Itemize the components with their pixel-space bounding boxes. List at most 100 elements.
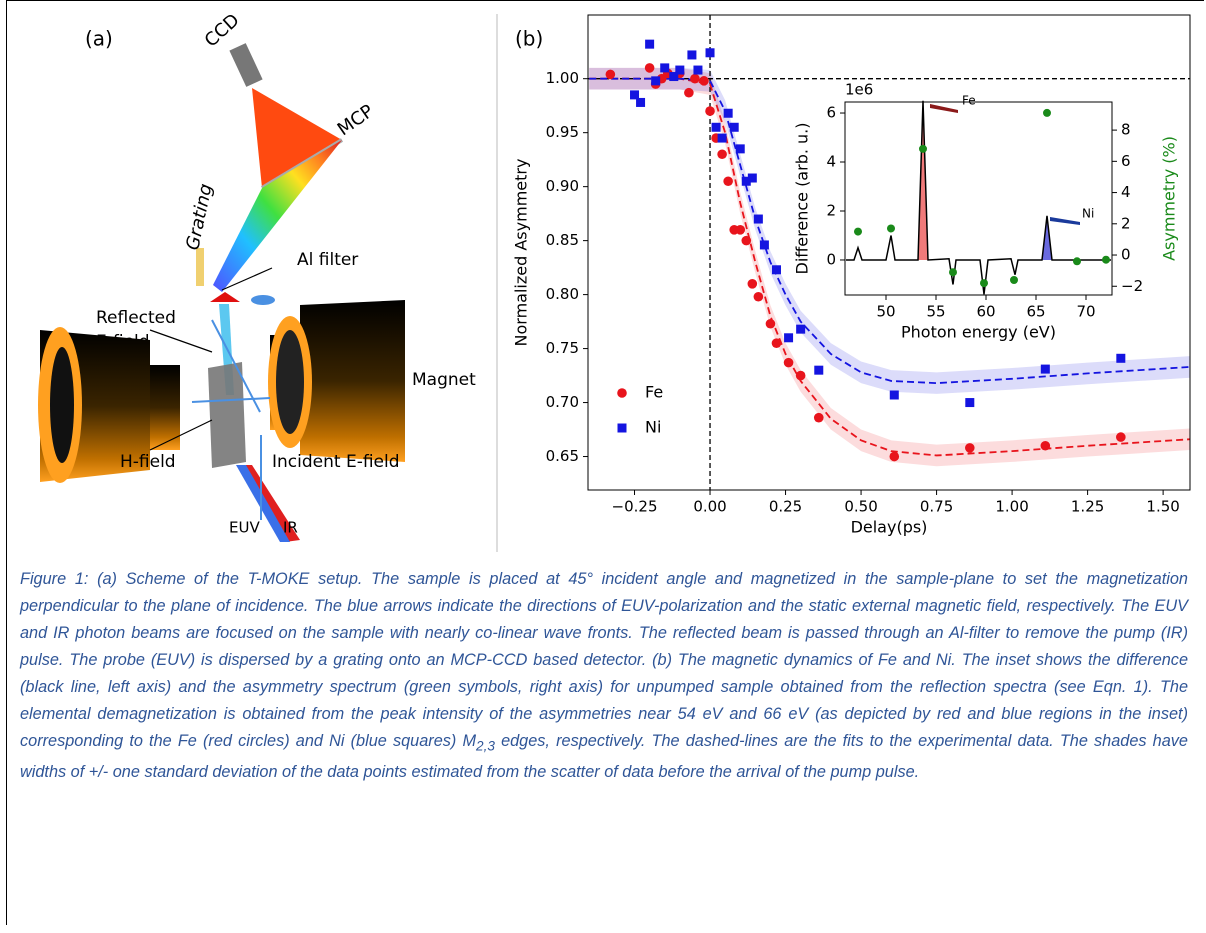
legend-label: Ni <box>645 418 661 437</box>
al-filter-label: Al filter <box>297 250 358 270</box>
x-tick-label: 0.25 <box>769 498 802 516</box>
annotation-label: Fe <box>962 94 976 108</box>
y-tick-label: 0.85 <box>546 231 579 249</box>
y-tick-label: 0.90 <box>546 177 579 195</box>
ni-point <box>730 123 739 132</box>
ni-point <box>748 174 757 183</box>
left-magnet <box>50 347 74 463</box>
inset-y2-label: Asymmetry (%) <box>1160 136 1179 261</box>
pointer <box>150 330 212 352</box>
inset-y2-tick-label: 2 <box>1121 214 1131 232</box>
ni-point <box>636 98 645 107</box>
ni-point <box>724 109 733 118</box>
ni-point <box>660 63 669 72</box>
ccd-label: CCD <box>201 10 244 52</box>
x-tick-label: 1.25 <box>1071 498 1104 516</box>
ni-point <box>712 123 721 132</box>
inset-x-label: Photon energy (eV) <box>901 323 1056 342</box>
inset-y2-tick-label: −2 <box>1121 277 1143 295</box>
ni-point <box>1116 354 1125 363</box>
inset-x-tick-label: 50 <box>876 303 895 321</box>
asymmetry-point <box>919 145 927 153</box>
ni-point <box>754 215 763 224</box>
inset-y2-tick-label: 8 <box>1121 121 1131 139</box>
inset-y2-tick-label: 0 <box>1121 246 1131 264</box>
ni-point <box>965 398 974 407</box>
inset-y-label: Difference (arb. u.) <box>793 123 812 275</box>
grating-label: Grating <box>182 182 217 252</box>
ni-point <box>693 66 702 75</box>
setup-diagram: (a) CCD MCP Grating Al filter Reflected … <box>38 10 476 542</box>
incident-label: Incident E-field <box>272 452 400 472</box>
y-tick-label: 0.80 <box>546 285 579 303</box>
asymmetry-point <box>1102 256 1110 264</box>
filter-icon <box>251 295 275 305</box>
fe-point <box>965 443 975 453</box>
right-magnet <box>300 300 405 462</box>
y-axis-label: Normalized Asymmetry <box>512 159 531 347</box>
asymmetry-point <box>854 228 862 236</box>
annotation-label: Ni <box>1082 207 1094 221</box>
ni-point <box>687 50 696 59</box>
offset-label: 1e6 <box>845 81 873 99</box>
asymmetry-point <box>1043 109 1051 117</box>
ni-point <box>796 325 805 334</box>
fe-point <box>748 279 758 289</box>
inset-y-tick-label: 2 <box>826 201 836 219</box>
h-field-label: H-field <box>120 452 176 472</box>
ni-point <box>760 240 769 249</box>
inset-y2-tick-label: 6 <box>1121 152 1131 170</box>
fe-point <box>889 452 899 462</box>
ni-point <box>772 265 781 274</box>
ni-point <box>784 333 793 342</box>
ni-point <box>890 391 899 400</box>
panel-label: (b) <box>515 27 543 51</box>
x-tick-label: 1.00 <box>995 498 1028 516</box>
inset-y2-tick-label: 4 <box>1121 183 1131 201</box>
y-tick-label: 0.75 <box>546 339 579 357</box>
inset-y-tick-label: 4 <box>826 153 836 171</box>
x-tick-label: 0.00 <box>693 498 726 516</box>
panel-label: (a) <box>85 27 113 51</box>
figure: (a) CCD MCP Grating Al filter Reflected … <box>0 0 1206 560</box>
fe-point <box>684 88 694 98</box>
fe-point <box>766 319 776 329</box>
x-tick-label: 0.75 <box>920 498 953 516</box>
fe-point <box>772 338 782 348</box>
inset-x-tick-label: 55 <box>926 303 945 321</box>
al-filter <box>210 292 240 302</box>
ir-label: IR <box>283 519 298 537</box>
right-magnet <box>276 330 304 434</box>
y-tick-label: 0.70 <box>546 393 579 411</box>
fe-point <box>699 76 709 86</box>
x-tick-label: 0.50 <box>844 498 877 516</box>
y-tick-label: 0.65 <box>546 447 579 465</box>
fe-point <box>690 74 700 84</box>
fe-point <box>645 63 655 73</box>
page: (a) CCD MCP Grating Al filter Reflected … <box>0 0 1206 933</box>
x-tick-label: 1.50 <box>1146 498 1179 516</box>
legend-marker <box>617 388 627 398</box>
fe-point <box>741 236 751 246</box>
inset-background <box>845 102 1112 295</box>
caption-subscript: 2,3 <box>476 738 495 753</box>
caption-text: Figure 1: (a) Scheme of the T-MOKE setup… <box>20 570 1188 750</box>
ni-point <box>1041 365 1050 374</box>
inset-x-tick-label: 60 <box>976 303 995 321</box>
caption: Figure 1: (a) Scheme of the T-MOKE setup… <box>20 566 1188 786</box>
inset-y-tick-label: 0 <box>826 250 836 268</box>
x-axis-label: Delay(ps) <box>851 518 928 537</box>
fe-point <box>705 106 715 116</box>
fe-point <box>754 292 764 302</box>
asymmetry-point <box>1073 257 1081 265</box>
ni-point <box>651 76 660 85</box>
fe-point <box>717 149 727 159</box>
grating <box>196 248 204 286</box>
ni-point <box>814 366 823 375</box>
asymmetry-point <box>949 268 957 276</box>
fe-point <box>723 176 733 186</box>
x-tick-label: −0.25 <box>612 498 658 516</box>
asymmetry-point <box>1010 276 1018 284</box>
inset-x-tick-label: 70 <box>1076 303 1095 321</box>
inset-x-tick-label: 65 <box>1026 303 1045 321</box>
